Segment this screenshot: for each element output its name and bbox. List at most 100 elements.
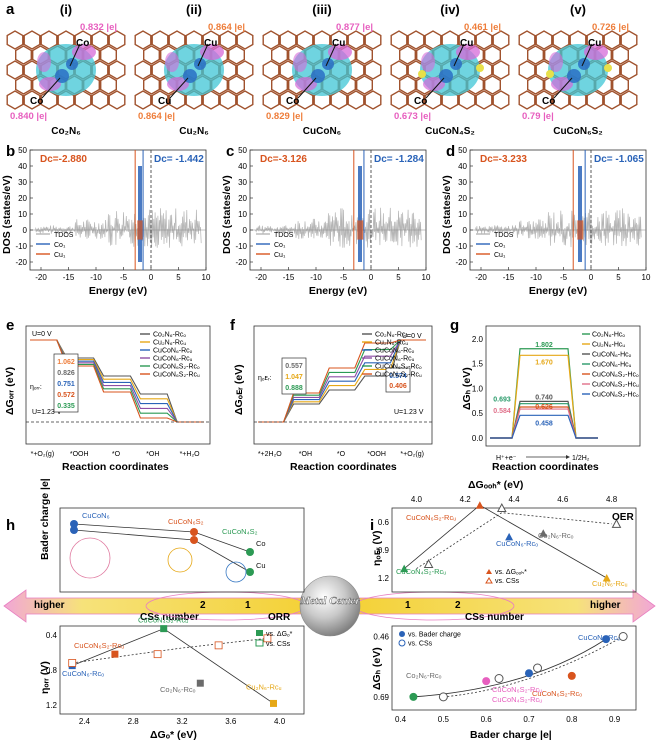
carbon-ring xyxy=(364,30,382,50)
carbon-ring xyxy=(399,45,416,65)
her-value: 0.584 xyxy=(493,408,511,415)
carbon-ring xyxy=(91,30,109,50)
metal-label-bottom: Co xyxy=(414,96,427,107)
co-d-band-value: Dᴄ= -1.065 xyxy=(594,154,644,165)
legend-swatch xyxy=(398,639,406,647)
y-axis-label: DOS (states/eV) xyxy=(1,175,13,254)
eta-value: 0.751 xyxy=(57,381,75,388)
legend-label: CuCoN₆S₂-Rᴄᵤ xyxy=(375,372,422,379)
x-tick-label: 0.9 xyxy=(609,715,621,724)
x-tick-label: 3.2 xyxy=(176,717,188,726)
data-point-css xyxy=(618,632,628,641)
x-tick-label: -20 xyxy=(35,273,47,282)
data-point xyxy=(270,699,277,707)
her-path xyxy=(490,414,598,439)
y-tick-label: 0 xyxy=(243,226,248,235)
css-num-right-1: 1 xyxy=(405,600,411,611)
x-tick-label: 0.7 xyxy=(523,715,535,724)
eta-value: 0.406 xyxy=(389,383,407,390)
metal-label-top: Co xyxy=(76,38,89,49)
charge-accumulation-cloud xyxy=(167,77,189,91)
plot-frame xyxy=(253,325,433,445)
x-tick-label: -10 xyxy=(530,273,542,282)
legend-label: Co₂N₆-Rᴄₒ xyxy=(153,332,186,339)
point-label: Co₂N₆-Rᴄₒ xyxy=(160,685,196,694)
eta-box-a xyxy=(281,357,307,395)
point-label: CuCoN₆S₂-Rᴄᵤ xyxy=(74,641,124,650)
css-num-right-2: 2 xyxy=(455,600,461,611)
carbon-ring xyxy=(74,90,92,110)
point-label: CuCoN₄S₂-Rᴄᵤ xyxy=(396,567,446,576)
data-point-css xyxy=(263,634,272,643)
panel-label-i: i xyxy=(370,517,374,534)
x-tick-label: 4.6 xyxy=(557,495,569,504)
legend-label: vs. ΔGₒ* xyxy=(266,631,293,638)
x-tick-label: 10 xyxy=(202,273,211,282)
x-tick-label: -20 xyxy=(255,273,267,282)
y-tick-label: 0.0 xyxy=(472,434,484,443)
eta-value: 1.062 xyxy=(57,359,75,366)
point-label: CuCoN₆-Rᴄₒ xyxy=(578,633,620,642)
bottom-frame xyxy=(391,625,637,711)
structure-4: (iv) 0.461 |e| Cu Co 0.673 |e| CuCoN₄S₂ xyxy=(390,2,510,137)
plot-frame xyxy=(249,149,427,271)
top-charge: 0.726 |e| xyxy=(592,22,629,33)
point-label: Co xyxy=(256,539,266,548)
cu-d-band-value: Dᴄ=-3.126 xyxy=(260,154,307,165)
x-categories: *+O₂(g) *OOH *O *OH *+H₂O xyxy=(31,451,201,458)
y-tick-label: 40 xyxy=(18,162,27,171)
point-label: Co₂N₆-Rᴄₒ xyxy=(406,671,442,680)
x-tick-label: 0.5 xyxy=(438,715,450,724)
metal-atom xyxy=(450,58,462,70)
leader-line xyxy=(169,77,189,99)
x-category: *OH xyxy=(299,451,312,458)
carbon-ring xyxy=(518,30,536,50)
cu-d-band-value: Dᴄ=-2.880 xyxy=(40,154,87,165)
y-tick-label: 30 xyxy=(18,178,27,187)
data-point xyxy=(602,574,611,582)
legend-label: CuCoN₆S₂-Hᴄₒ xyxy=(592,372,639,379)
top-frame xyxy=(391,507,637,593)
x-tick-label: -15 xyxy=(63,273,75,282)
legend-label: CuCoN₆-Rᴄᵤ xyxy=(375,356,415,363)
carbon-ring xyxy=(552,90,570,110)
legend-label: CuCoN₆-Rᴄₒ xyxy=(375,348,415,355)
data-point xyxy=(70,526,78,534)
energy-path xyxy=(258,339,426,423)
legend-label: CuCoN₆-Hᴄᵤ xyxy=(592,362,632,369)
cu-dos-spike xyxy=(577,220,584,240)
carbon-ring xyxy=(407,30,425,50)
legend-label: Co₂N₆-Hᴄₒ xyxy=(592,332,625,339)
bottom-charge: 0.829 |e| xyxy=(266,111,303,122)
eta-value: 0.826 xyxy=(57,370,75,377)
point-label: CuCoN₆S₂ xyxy=(168,517,204,526)
y-axis-label: ΔGₒᴇᵣ (eV) xyxy=(233,364,245,415)
x-axis-label: Reaction coordinates xyxy=(62,461,169,473)
y-tick-label: -20 xyxy=(455,258,467,267)
panel-label-d: d xyxy=(446,143,455,160)
legend: Co₂N₆-RᴄₒCu₂N₆-RᴄᵤCuCoN₆-RᴄₒCuCoN₆-RᴄᵤCu… xyxy=(362,332,422,379)
carbon-ring xyxy=(262,90,280,110)
point-label: CuCoN₄S₂-Rᴄᵤ xyxy=(138,615,188,624)
legend-label: TDOS xyxy=(494,232,514,239)
css-number-band: higher CSs number 2 1 Metal Center 1 2 C… xyxy=(3,575,656,637)
data-point xyxy=(196,679,204,687)
carbon-ring xyxy=(91,90,109,110)
carbon-ring xyxy=(535,90,553,110)
carbon-ring xyxy=(356,45,373,65)
y-tick-label: 10 xyxy=(458,210,467,219)
carbon-ring xyxy=(40,90,58,110)
carbon-ring xyxy=(151,90,169,110)
panel-c: c Dᴄ=-3.126 Dᴄ= -1.284 TDOS Co₁ Cu₁ -20 -15 -10 -… xyxy=(221,143,431,297)
y-tick-label: 0.69 xyxy=(373,693,389,702)
charge-accumulation-cloud xyxy=(295,77,317,91)
her-value: 0.740 xyxy=(535,394,553,401)
panel-label-c: c xyxy=(226,143,234,160)
arrow-head xyxy=(566,455,570,459)
legend: Co₂N₆-Hᴄₒ Cu₂N₆-Hᴄᵤ CuCoN₆-Hᴄₒ CuCoN₆-Hᴄᵤ Cu… xyxy=(582,332,639,399)
bottom-frame xyxy=(59,625,305,715)
y-tick-label: 10 xyxy=(18,210,27,219)
carbon-ring xyxy=(236,60,254,80)
y-tick-label: -10 xyxy=(15,242,27,251)
